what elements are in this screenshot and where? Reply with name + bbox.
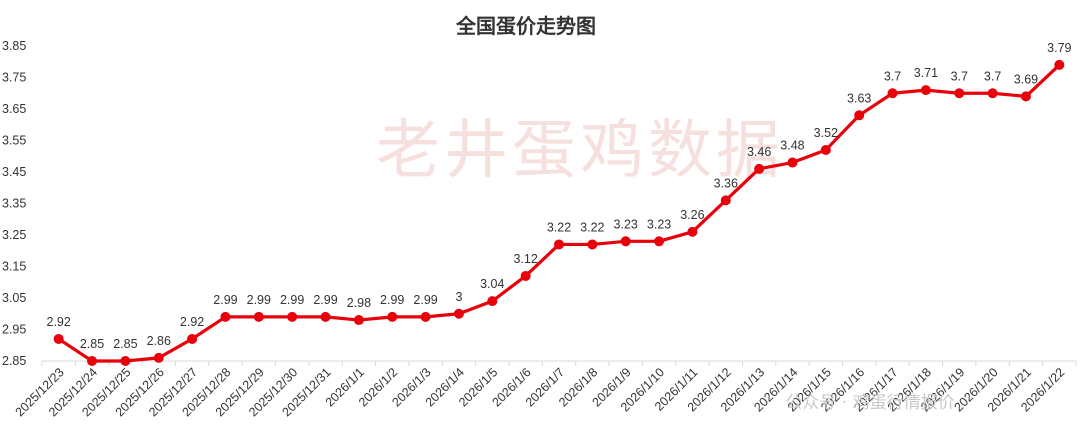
data-point bbox=[487, 296, 498, 307]
data-point bbox=[420, 311, 431, 322]
data-label: 3.71 bbox=[914, 66, 938, 80]
data-point bbox=[120, 356, 131, 366]
y-tick-label: 3.15 bbox=[2, 260, 26, 274]
data-point bbox=[787, 157, 798, 168]
data-point bbox=[353, 315, 364, 326]
data-label: 3.23 bbox=[647, 217, 671, 231]
data-label: 3.36 bbox=[714, 176, 738, 190]
data-point bbox=[587, 239, 598, 250]
data-label: 2.85 bbox=[80, 337, 104, 351]
data-label: 3 bbox=[455, 290, 462, 304]
y-tick-label: 2.95 bbox=[2, 323, 26, 337]
footer-watermark: 公众号 · 鸡蛋行情报价 bbox=[785, 393, 954, 413]
data-label: 3.12 bbox=[513, 252, 537, 266]
data-label: 3.7 bbox=[884, 69, 901, 83]
data-label: 3.63 bbox=[847, 91, 871, 105]
data-point bbox=[453, 308, 464, 319]
data-label: 3.23 bbox=[614, 217, 638, 231]
data-label: 2.85 bbox=[113, 337, 137, 351]
data-label: 2.99 bbox=[313, 293, 337, 307]
data-point bbox=[1020, 91, 1031, 102]
data-point bbox=[920, 85, 931, 96]
data-label: 2.99 bbox=[213, 293, 237, 307]
y-tick-label: 3.75 bbox=[2, 71, 26, 85]
data-point bbox=[53, 333, 64, 344]
data-point bbox=[1054, 59, 1065, 70]
data-point bbox=[187, 333, 198, 344]
data-label: 2.99 bbox=[247, 293, 271, 307]
data-point bbox=[854, 110, 865, 121]
data-label: 2.92 bbox=[180, 315, 204, 329]
data-label: 3.52 bbox=[814, 126, 838, 140]
data-point bbox=[654, 236, 665, 247]
data-label: 2.92 bbox=[47, 315, 71, 329]
data-label: 2.98 bbox=[347, 296, 371, 310]
data-point bbox=[87, 356, 98, 366]
chart-title: 全国蛋价走势图 bbox=[455, 14, 596, 38]
data-label: 3.79 bbox=[1047, 41, 1071, 55]
data-point bbox=[220, 311, 231, 322]
data-label: 2.99 bbox=[380, 293, 404, 307]
data-label: 3.04 bbox=[480, 277, 504, 291]
y-tick-label: 3.05 bbox=[2, 291, 26, 305]
data-point bbox=[754, 163, 765, 174]
data-label: 3.46 bbox=[747, 145, 771, 159]
data-point bbox=[887, 88, 898, 99]
y-tick-label: 2.85 bbox=[2, 354, 26, 368]
price-series: 2.92 2.85 2.85 2.86 2.92 2.99 2.99 2.99 2.99 2.98… bbox=[47, 41, 1072, 366]
data-point bbox=[954, 88, 965, 99]
data-point bbox=[287, 311, 298, 322]
data-point bbox=[687, 226, 698, 237]
y-tick-label: 3.25 bbox=[2, 228, 26, 242]
watermark-text: 老井蛋鸡数据 bbox=[376, 114, 784, 188]
y-tick-label: 3.85 bbox=[2, 39, 26, 53]
data-label: 3.69 bbox=[1014, 72, 1038, 86]
y-axis: 2.85 2.95 3.05 3.15 3.25 3.35 3.45 3.55 3.65 3.75… bbox=[2, 39, 26, 368]
data-point bbox=[720, 195, 731, 206]
data-label: 3.7 bbox=[984, 69, 1001, 83]
data-point bbox=[253, 311, 264, 322]
data-label: 2.99 bbox=[413, 293, 437, 307]
y-tick-label: 3.35 bbox=[2, 197, 26, 211]
series-line bbox=[57, 63, 1061, 363]
data-label: 2.86 bbox=[147, 334, 171, 348]
data-label: 3.22 bbox=[547, 220, 571, 234]
data-point bbox=[554, 239, 564, 250]
data-label: 3.48 bbox=[780, 139, 804, 153]
y-tick-label: 3.45 bbox=[2, 165, 26, 179]
data-label: 3.7 bbox=[951, 69, 968, 83]
data-point bbox=[320, 311, 331, 322]
data-label: 2.99 bbox=[280, 293, 304, 307]
data-label: 3.22 bbox=[580, 220, 604, 234]
y-tick-label: 3.55 bbox=[2, 134, 26, 148]
y-tick-label: 3.65 bbox=[2, 102, 26, 116]
data-point bbox=[987, 88, 998, 99]
data-label: 3.26 bbox=[680, 208, 704, 222]
data-point bbox=[820, 144, 831, 155]
data-point bbox=[387, 311, 398, 322]
data-point bbox=[520, 270, 531, 281]
data-point bbox=[620, 236, 631, 247]
data-point bbox=[153, 352, 164, 363]
